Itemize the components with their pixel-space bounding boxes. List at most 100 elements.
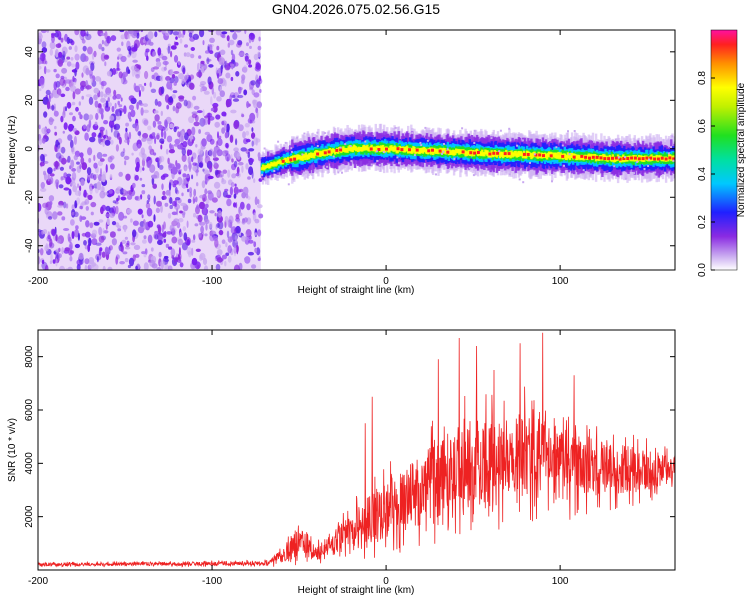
noise-blob bbox=[235, 186, 239, 195]
signal-speck bbox=[413, 154, 416, 157]
noise-blob bbox=[229, 236, 234, 242]
signal-speck bbox=[316, 131, 319, 134]
noise-blob bbox=[201, 138, 207, 147]
noise-blob bbox=[70, 85, 77, 92]
noise-blob bbox=[143, 253, 147, 258]
noise-blob bbox=[226, 230, 230, 238]
noise-blob bbox=[236, 152, 241, 160]
noise-blob bbox=[214, 212, 217, 217]
noise-blob bbox=[98, 43, 103, 50]
noise-blob bbox=[230, 248, 234, 256]
signal-speck bbox=[442, 150, 445, 153]
noise-blob bbox=[217, 210, 222, 218]
noise-blob bbox=[84, 244, 88, 250]
signal-cell bbox=[273, 161, 276, 165]
noise-blob bbox=[80, 30, 86, 37]
noise-blob bbox=[166, 231, 173, 235]
signal-speck bbox=[344, 143, 347, 146]
noise-blob bbox=[122, 148, 126, 154]
noise-blob bbox=[144, 82, 147, 86]
snr-x-axis: -200 -100 0 100 bbox=[28, 330, 569, 587]
noise-blob bbox=[247, 151, 251, 159]
noise-blob bbox=[63, 228, 70, 231]
noise-blob bbox=[152, 120, 157, 128]
noise-blob bbox=[73, 135, 77, 145]
spectrogram-y-tick-label: 0 bbox=[24, 146, 35, 152]
signal-speck bbox=[568, 153, 571, 156]
signal-speck bbox=[337, 171, 340, 174]
noise-blob bbox=[257, 152, 261, 159]
noise-blob bbox=[56, 238, 62, 244]
noise-blob bbox=[98, 226, 103, 236]
signal-peak bbox=[446, 150, 450, 154]
noise-blob bbox=[55, 152, 62, 159]
noise-blob bbox=[48, 201, 53, 206]
noise-blob bbox=[89, 186, 93, 195]
noise-blob bbox=[77, 232, 80, 241]
noise-blob bbox=[221, 179, 227, 185]
noise-blob bbox=[70, 159, 75, 169]
noise-blob bbox=[102, 153, 108, 157]
noise-blob bbox=[93, 162, 98, 169]
colorbar-tick-label: 0.0 bbox=[697, 263, 708, 277]
noise-blob bbox=[164, 258, 170, 262]
noise-blob bbox=[128, 104, 135, 111]
noise-blob bbox=[93, 94, 98, 101]
noise-blob bbox=[157, 239, 163, 246]
noise-blob bbox=[119, 30, 125, 33]
noise-blob bbox=[99, 91, 104, 98]
noise-blob bbox=[99, 158, 105, 162]
signal-speck bbox=[613, 165, 616, 168]
noise-blob bbox=[193, 188, 197, 197]
noise-blob bbox=[98, 249, 102, 256]
signal-peak bbox=[603, 157, 607, 161]
noise-blob bbox=[233, 202, 236, 208]
noise-blob bbox=[203, 90, 210, 95]
noise-blob bbox=[62, 130, 65, 134]
noise-blob bbox=[239, 212, 243, 217]
noise-blob bbox=[169, 87, 173, 91]
signal-speck bbox=[441, 152, 443, 155]
noise-blob bbox=[83, 240, 87, 246]
noise-blob bbox=[147, 234, 153, 244]
noise-blob bbox=[85, 85, 92, 90]
signal-peak bbox=[637, 157, 641, 161]
noise-blob bbox=[169, 197, 173, 204]
noise-blob bbox=[198, 129, 202, 134]
signal-peak bbox=[580, 154, 584, 158]
noise-blob bbox=[101, 204, 107, 211]
noise-blob bbox=[254, 232, 258, 236]
noise-blob bbox=[234, 235, 238, 244]
noise-blob bbox=[166, 104, 170, 110]
noise-blob bbox=[54, 131, 58, 136]
noise-blob bbox=[90, 78, 93, 84]
noise-blob bbox=[169, 204, 173, 210]
noise-blob bbox=[175, 106, 180, 114]
noise-blob bbox=[80, 157, 85, 165]
noise-blob bbox=[138, 102, 144, 107]
noise-blob bbox=[47, 231, 51, 240]
noise-blob bbox=[124, 246, 131, 250]
signal-speck bbox=[671, 135, 674, 138]
noise-blob bbox=[72, 115, 76, 122]
noise-blob bbox=[221, 111, 227, 117]
noise-blob bbox=[142, 38, 146, 43]
noise-blob bbox=[96, 181, 102, 191]
noise-blob bbox=[208, 64, 214, 68]
noise-blob bbox=[180, 202, 187, 207]
noise-blob bbox=[78, 190, 81, 197]
noise-blob bbox=[158, 156, 162, 164]
noise-blob bbox=[56, 88, 62, 96]
noise-blob bbox=[193, 121, 200, 127]
signal-peak bbox=[503, 152, 507, 156]
noise-blob bbox=[208, 116, 215, 121]
signal-speck bbox=[508, 173, 511, 176]
noise-blob bbox=[112, 200, 117, 204]
signal-peak bbox=[641, 157, 645, 161]
noise-blob bbox=[186, 149, 190, 157]
noise-blob bbox=[187, 198, 192, 204]
noise-blob bbox=[160, 204, 163, 213]
noise-blob bbox=[256, 247, 261, 256]
noise-blob bbox=[228, 39, 235, 46]
noise-blob bbox=[109, 115, 115, 121]
